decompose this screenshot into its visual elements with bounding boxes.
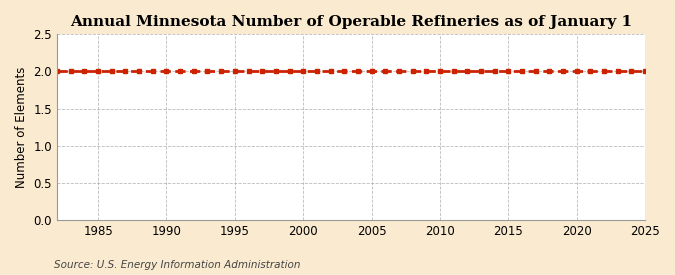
- Text: Source: U.S. Energy Information Administration: Source: U.S. Energy Information Administ…: [54, 260, 300, 270]
- Y-axis label: Number of Elements: Number of Elements: [15, 67, 28, 188]
- Title: Annual Minnesota Number of Operable Refineries as of January 1: Annual Minnesota Number of Operable Refi…: [70, 15, 632, 29]
